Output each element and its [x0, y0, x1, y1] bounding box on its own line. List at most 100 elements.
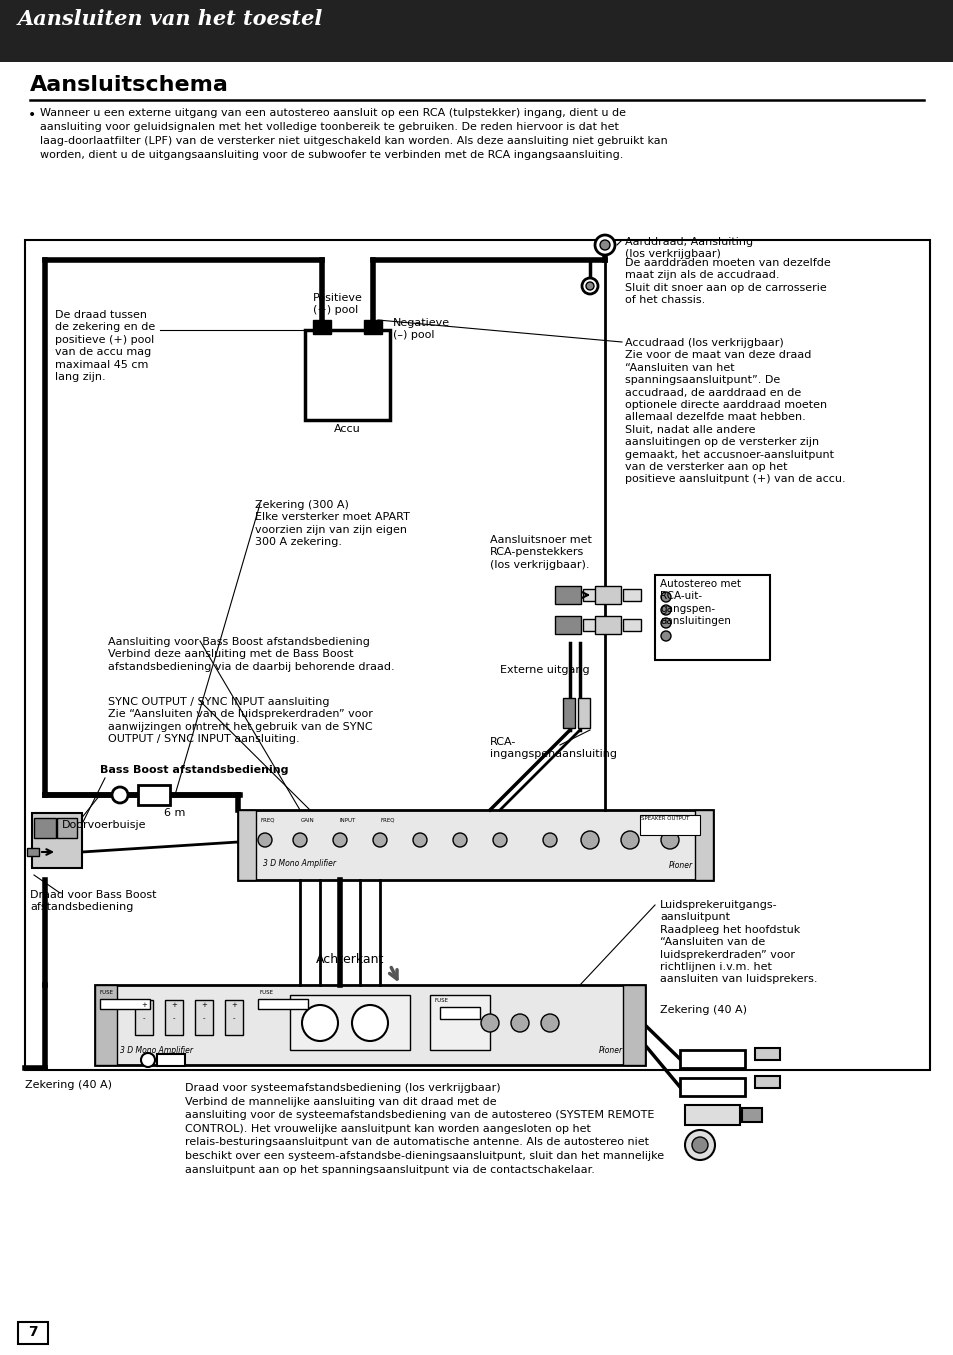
Circle shape	[660, 604, 670, 615]
Bar	[595, 617, 620, 634]
Text: FUSE: FUSE	[100, 991, 113, 995]
Bar	[95, 985, 644, 1065]
Bar	[157, 1054, 185, 1066]
Bar	[25, 240, 929, 1070]
Text: Aansluitsnoer met
RCA-penstekkers
(los verkrijgbaar).: Aansluitsnoer met RCA-penstekkers (los v…	[490, 535, 591, 570]
Circle shape	[413, 833, 427, 847]
Circle shape	[684, 1130, 714, 1160]
Circle shape	[540, 1014, 558, 1033]
Bar	[582, 589, 600, 602]
Text: +: +	[231, 1001, 236, 1008]
Text: 3 D Mono Amplifier: 3 D Mono Amplifier	[263, 859, 335, 869]
Text: 3 D Mono Amplifier: 3 D Mono Amplifier	[120, 1046, 193, 1056]
Bar	[622, 985, 644, 1065]
Text: FUSE: FUSE	[435, 999, 449, 1003]
Bar	[562, 698, 575, 728]
Bar	[622, 619, 640, 631]
Circle shape	[257, 833, 272, 847]
Bar	[555, 617, 580, 634]
Bar	[32, 813, 82, 869]
Bar	[555, 585, 580, 604]
Text: RCA-
ingangspenaansluiting: RCA- ingangspenaansluiting	[490, 737, 617, 759]
Text: -: -	[172, 1015, 175, 1022]
Text: 7: 7	[29, 1325, 38, 1339]
Text: +: +	[171, 1001, 176, 1008]
Text: Autostereo met
RCA-uit-
gangspen-
aansluitingen: Autostereo met RCA-uit- gangspen- aanslu…	[659, 579, 740, 626]
Bar	[257, 999, 308, 1009]
Circle shape	[453, 833, 467, 847]
Text: Aansluiten van het toestel: Aansluiten van het toestel	[18, 9, 323, 28]
Text: Doorvoerbuisje: Doorvoerbuisje	[62, 820, 147, 831]
Circle shape	[595, 234, 615, 255]
Circle shape	[493, 833, 506, 847]
Bar	[0, 0, 953, 62]
Text: Accudraad (los verkrijgbaar)
Zie voor de maat van deze draad
“Aansluiten van het: Accudraad (los verkrijgbaar) Zie voor de…	[624, 337, 844, 484]
Circle shape	[112, 787, 128, 804]
Text: SPEAKER OUTPUT: SPEAKER OUTPUT	[640, 816, 688, 821]
Bar	[290, 995, 410, 1050]
Text: -: -	[143, 1015, 145, 1022]
Circle shape	[585, 282, 594, 290]
Text: Zekering (300 A)
Elke versterker moet APART
voorzien zijn van zijn eigen
300 A z: Zekering (300 A) Elke versterker moet AP…	[254, 500, 410, 547]
Text: FREQ: FREQ	[260, 818, 275, 822]
Text: SYNC OUTPUT / SYNC INPUT aansluiting
Zie “Aansluiten van de luidsprekerdraden” v: SYNC OUTPUT / SYNC INPUT aansluiting Zie…	[108, 696, 373, 744]
Bar	[679, 1050, 744, 1068]
Bar	[679, 1079, 744, 1096]
Text: -: -	[203, 1015, 205, 1022]
Circle shape	[333, 833, 347, 847]
Bar	[622, 589, 640, 602]
Bar	[430, 995, 490, 1050]
Circle shape	[542, 833, 557, 847]
Text: FREQ: FREQ	[380, 818, 395, 822]
Bar	[34, 818, 56, 837]
Bar	[754, 1076, 780, 1088]
Text: Aansluitschema: Aansluitschema	[30, 75, 229, 95]
Text: -: -	[233, 1015, 235, 1022]
Circle shape	[581, 278, 598, 294]
Text: Aansluiting voor Bass Boost afstandsbediening
Verbind deze aansluiting met de Ba: Aansluiting voor Bass Boost afstandsbedi…	[108, 637, 395, 672]
Circle shape	[141, 1053, 154, 1066]
Circle shape	[620, 831, 639, 850]
Text: FUSE: FUSE	[260, 991, 274, 995]
Text: Accu: Accu	[334, 424, 360, 434]
Bar	[754, 1047, 780, 1060]
Text: +: +	[201, 1001, 207, 1008]
Text: Achterkant: Achterkant	[315, 953, 384, 966]
Bar	[595, 585, 620, 604]
Bar	[194, 1000, 213, 1035]
Bar	[684, 1104, 740, 1125]
Text: •: •	[28, 108, 36, 122]
Circle shape	[660, 592, 670, 602]
Circle shape	[691, 1137, 707, 1153]
Text: INPUT: INPUT	[339, 818, 355, 822]
Text: Draad voor Bass Boost
afstandsbediening: Draad voor Bass Boost afstandsbediening	[30, 890, 156, 912]
Circle shape	[293, 833, 307, 847]
Text: Wanneer u een externe uitgang van een autostereo aansluit op een RCA (tulpstekke: Wanneer u een externe uitgang van een au…	[40, 108, 667, 160]
Bar	[100, 999, 150, 1009]
Circle shape	[302, 1005, 337, 1041]
Bar	[135, 1000, 152, 1035]
Bar	[165, 1000, 183, 1035]
Text: Externe uitgang: Externe uitgang	[499, 665, 589, 675]
Circle shape	[660, 831, 679, 850]
Text: Pioner: Pioner	[668, 860, 692, 870]
Text: Zekering (40 A): Zekering (40 A)	[659, 1005, 746, 1015]
Text: Draad voor systeemafstandsbediening (los verkrijgbaar)
Verbind de mannelijke aan: Draad voor systeemafstandsbediening (los…	[185, 1083, 663, 1175]
Text: Bass Boost afstandsbediening: Bass Boost afstandsbediening	[100, 766, 288, 775]
Bar	[95, 985, 117, 1065]
Text: +: +	[141, 1001, 147, 1008]
Text: Positieve
(+) pool: Positieve (+) pool	[313, 293, 362, 314]
Text: 6 m: 6 m	[164, 808, 186, 818]
Circle shape	[480, 1014, 498, 1033]
Text: De draad tussen
de zekering en de
positieve (+) pool
van de accu mag
maximaal 45: De draad tussen de zekering en de positi…	[55, 310, 155, 382]
Circle shape	[373, 833, 387, 847]
Bar	[237, 810, 712, 879]
Circle shape	[599, 240, 609, 251]
Circle shape	[511, 1014, 529, 1033]
Text: GAIN: GAIN	[301, 818, 314, 822]
Bar	[225, 1000, 243, 1035]
Text: Luidsprekeruitgangs-
aansluitpunt
Raadpleeg het hoofdstuk
“Aansluiten van de
lui: Luidsprekeruitgangs- aansluitpunt Raadpl…	[659, 900, 817, 984]
Bar	[695, 810, 712, 879]
Bar	[655, 575, 769, 660]
Bar	[57, 818, 77, 837]
